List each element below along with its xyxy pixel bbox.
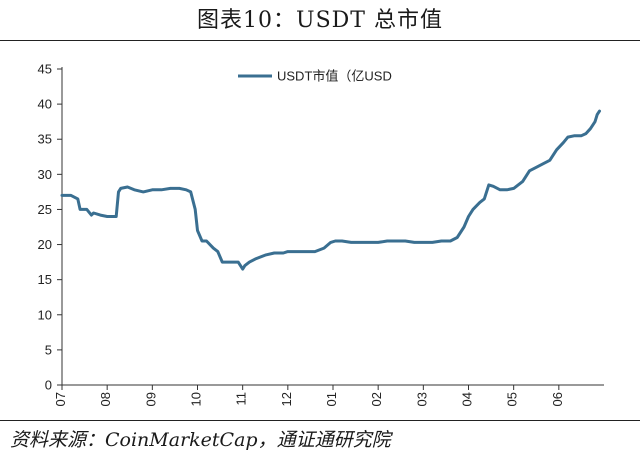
x-tick-label: 07 — [53, 392, 68, 406]
y-tick-label: 0 — [45, 378, 52, 393]
legend: USDT市值（亿USD — [238, 69, 392, 84]
source-note: 资料来源：CoinMarketCap，通证通研究院 — [10, 429, 391, 451]
x-axis-ticks: 07 08 09 10 11 12 01 02 03 04 05 06 — [53, 385, 565, 406]
x-tick-label: 08 — [98, 392, 113, 406]
y-axis-ticks: 0 5 10 15 20 25 30 35 40 45 — [38, 62, 62, 393]
legend-label: USDT市值（亿USD — [277, 69, 392, 84]
x-tick-label: 12 — [279, 392, 294, 406]
bottom-rule — [0, 420, 640, 421]
y-tick-label: 25 — [38, 202, 52, 217]
y-tick-label: 30 — [38, 167, 52, 182]
y-tick-label: 40 — [38, 97, 52, 112]
x-tick-label: 10 — [189, 392, 204, 406]
x-tick-label: 09 — [143, 392, 158, 406]
top-rule — [0, 40, 640, 41]
x-tick-label: 03 — [414, 392, 429, 406]
y-tick-label: 15 — [38, 272, 52, 287]
y-tick-label: 35 — [38, 132, 52, 147]
x-tick-label: 11 — [234, 392, 249, 406]
x-tick-label: 05 — [505, 392, 520, 406]
x-tick-label: 02 — [369, 392, 384, 406]
y-tick-label: 20 — [38, 237, 52, 252]
y-tick-label: 10 — [38, 307, 52, 322]
chart-axes — [61, 67, 604, 386]
x-tick-label: 01 — [324, 392, 339, 406]
y-tick-label: 5 — [45, 342, 52, 357]
figure-title: 图表10：USDT 总市值 — [197, 8, 443, 33]
y-tick-label: 45 — [38, 62, 52, 77]
x-tick-label: 06 — [550, 392, 565, 406]
series-line — [60, 109, 601, 271]
x-tick-label: 04 — [460, 392, 475, 406]
series-group — [60, 109, 601, 271]
